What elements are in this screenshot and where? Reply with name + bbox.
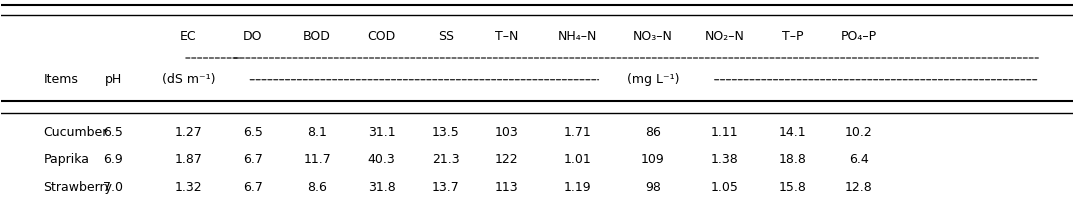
Text: NO₂–N: NO₂–N xyxy=(705,30,744,43)
Text: 21.3: 21.3 xyxy=(432,153,460,166)
Text: T–N: T–N xyxy=(495,30,519,43)
Text: 103: 103 xyxy=(495,126,519,139)
Text: 86: 86 xyxy=(644,126,661,139)
Text: DO: DO xyxy=(243,30,262,43)
Text: 13.7: 13.7 xyxy=(432,181,460,194)
Text: 1.01: 1.01 xyxy=(564,153,592,166)
Text: COD: COD xyxy=(367,30,395,43)
Text: Strawberry: Strawberry xyxy=(44,181,113,194)
Text: 40.3: 40.3 xyxy=(367,153,395,166)
Text: (dS m⁻¹): (dS m⁻¹) xyxy=(162,73,215,86)
Text: 109: 109 xyxy=(641,153,665,166)
Text: PO₄–P: PO₄–P xyxy=(841,30,876,43)
Text: 98: 98 xyxy=(644,181,661,194)
Text: 15.8: 15.8 xyxy=(779,181,807,194)
Text: (mg L⁻¹): (mg L⁻¹) xyxy=(626,73,679,86)
Text: 1.11: 1.11 xyxy=(711,126,739,139)
Text: 1.38: 1.38 xyxy=(711,153,739,166)
Text: 6.5: 6.5 xyxy=(243,126,263,139)
Text: 31.8: 31.8 xyxy=(367,181,395,194)
Text: EC: EC xyxy=(180,30,197,43)
Text: 6.9: 6.9 xyxy=(103,153,124,166)
Text: Paprika: Paprika xyxy=(44,153,89,166)
Text: 14.1: 14.1 xyxy=(779,126,807,139)
Text: 8.6: 8.6 xyxy=(307,181,328,194)
Text: 6.7: 6.7 xyxy=(243,181,263,194)
Text: 6.4: 6.4 xyxy=(848,153,869,166)
Text: BOD: BOD xyxy=(303,30,331,43)
Text: 122: 122 xyxy=(495,153,519,166)
Text: 18.8: 18.8 xyxy=(779,153,807,166)
Text: 1.27: 1.27 xyxy=(175,126,202,139)
Text: 113: 113 xyxy=(495,181,519,194)
Text: NO₃–N: NO₃–N xyxy=(633,30,672,43)
Text: 13.5: 13.5 xyxy=(432,126,460,139)
Text: 11.7: 11.7 xyxy=(303,153,331,166)
Text: 1.19: 1.19 xyxy=(564,181,592,194)
Text: 8.1: 8.1 xyxy=(307,126,328,139)
Text: T–P: T–P xyxy=(782,30,803,43)
Text: 1.32: 1.32 xyxy=(175,181,202,194)
Text: SS: SS xyxy=(438,30,454,43)
Text: 1.05: 1.05 xyxy=(711,181,739,194)
Text: 12.8: 12.8 xyxy=(845,181,873,194)
Text: 10.2: 10.2 xyxy=(845,126,873,139)
Text: Cucumber: Cucumber xyxy=(44,126,108,139)
Text: pH: pH xyxy=(104,73,122,86)
Text: 1.87: 1.87 xyxy=(174,153,202,166)
Text: NH₄–N: NH₄–N xyxy=(558,30,597,43)
Text: 6.7: 6.7 xyxy=(243,153,263,166)
Text: 6.5: 6.5 xyxy=(103,126,124,139)
Text: 31.1: 31.1 xyxy=(367,126,395,139)
Text: 7.0: 7.0 xyxy=(103,181,124,194)
Text: 1.71: 1.71 xyxy=(564,126,592,139)
Text: Items: Items xyxy=(44,73,78,86)
